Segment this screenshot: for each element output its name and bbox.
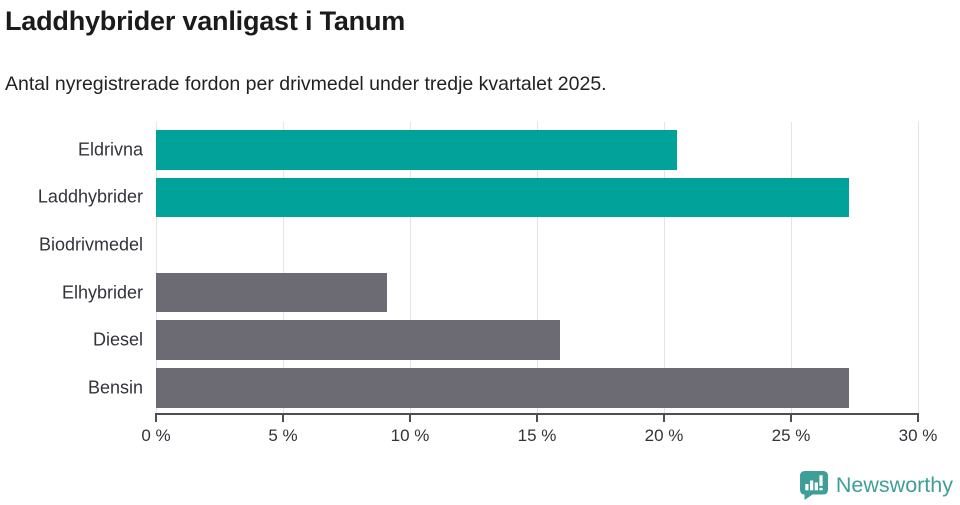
newsworthy-logo[interactable]: Newsworthy xyxy=(799,471,953,500)
x-axis-tick-label: 5 % xyxy=(268,426,298,445)
page-subtitle: Antal nyregistrerade fordon per drivmede… xyxy=(5,73,607,95)
bar-chart-speech-bubble-icon xyxy=(799,471,828,500)
grid-line xyxy=(283,122,284,413)
category-label-bensin: Bensin xyxy=(87,377,143,398)
x-axis-tick-label: 20 % xyxy=(644,426,684,445)
page-title: Laddhybrider vanligast i Tanum xyxy=(5,6,406,36)
grid-line xyxy=(791,122,792,413)
category-label-eldrivna: Eldrivna xyxy=(77,139,143,160)
x-axis-tick-label: 10 % xyxy=(390,426,430,445)
grid-line xyxy=(410,122,411,413)
x-axis-tick xyxy=(917,415,919,422)
x-axis-tick-label: 0 % xyxy=(141,426,171,445)
x-axis-tick-label: 30 % xyxy=(898,426,938,445)
bar-elhybrider xyxy=(156,272,388,313)
newsworthy-logo-text: Newsworthy xyxy=(835,473,953,497)
grid-line xyxy=(537,122,538,413)
category-label-elhybrider: Elhybrider xyxy=(61,282,143,303)
x-axis-tick-label: 15 % xyxy=(517,426,557,445)
x-axis-tick xyxy=(155,415,157,422)
plot-area: 0 % 5 % 10 % 15 % 20 % 25 % 30 % Eldrivna Laddhy… xyxy=(38,122,937,445)
x-axis-tick xyxy=(282,415,284,422)
grid-line xyxy=(664,122,665,413)
bar-laddhybrider xyxy=(156,177,850,218)
bar-bensin xyxy=(156,368,850,408)
bar-eldrivna xyxy=(156,130,677,170)
x-axis-tick xyxy=(536,415,538,422)
bar-diesel xyxy=(156,320,560,360)
x-axis-line xyxy=(155,413,919,415)
category-label-diesel: Diesel xyxy=(92,329,143,350)
category-label-laddhybrider: Laddhybrider xyxy=(37,186,143,207)
grid-line xyxy=(918,122,919,413)
x-axis-tick xyxy=(790,415,792,422)
x-axis-tick-label: 25 % xyxy=(771,426,811,445)
grid-line xyxy=(156,122,157,413)
x-axis-tick xyxy=(409,415,411,422)
x-axis-tick xyxy=(663,415,665,422)
category-label-biodrivmedel: Biodrivmedel xyxy=(38,234,143,255)
